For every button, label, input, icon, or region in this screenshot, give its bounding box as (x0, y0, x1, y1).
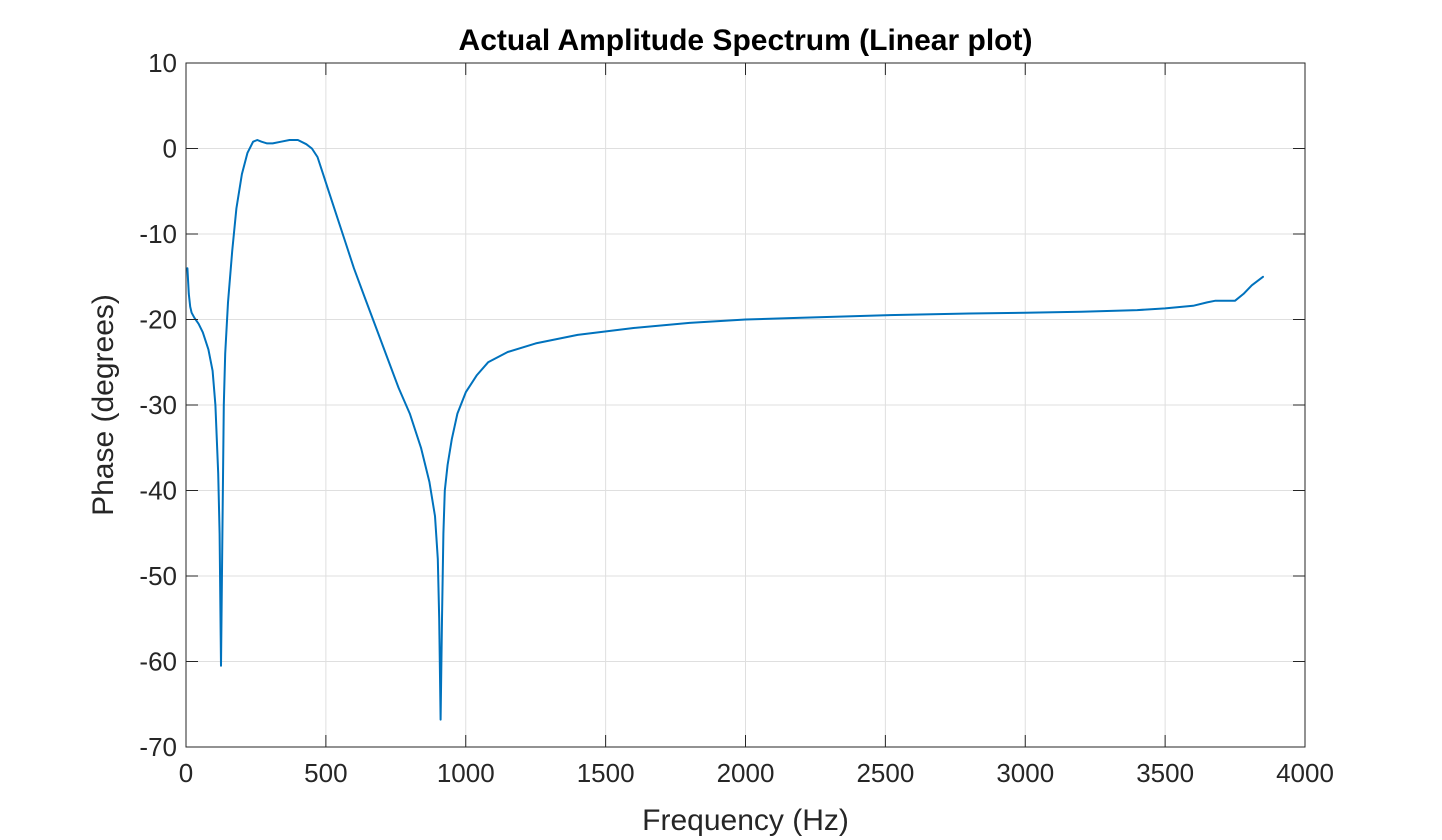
ticks (185, 62, 1306, 748)
y-tick-label: -60 (139, 647, 177, 677)
y-tick-label: -30 (139, 390, 177, 420)
y-tick-label: -70 (139, 732, 177, 762)
x-tick-label: 0 (179, 758, 193, 788)
x-tick-label: 500 (304, 758, 347, 788)
y-tick-label: -20 (139, 305, 177, 335)
series-group (186, 139, 1264, 721)
x-tick-label: 2500 (856, 758, 914, 788)
y-tick-label: -50 (139, 561, 177, 591)
y-axis-label: Phase (degrees) (87, 294, 120, 516)
x-tick-label: 2000 (717, 758, 775, 788)
tick-labels: 0 500 1000 1500 2000 2500 3000 3500 4000 10 0 -10 -2… (139, 48, 1334, 788)
y-tick-label: -40 (139, 476, 177, 506)
series-line-phase (186, 139, 1264, 721)
x-tick-label: 1500 (577, 758, 635, 788)
x-tick-label: 3000 (996, 758, 1054, 788)
x-tick-label: 4000 (1276, 758, 1334, 788)
y-tick-label: -10 (139, 219, 177, 249)
x-axis-label: Frequency (Hz) (642, 804, 849, 837)
y-tick-label: 10 (148, 48, 177, 78)
chart-title: Actual Amplitude Spectrum (Linear plot) (459, 24, 1033, 57)
y-tick-label: 0 (163, 134, 177, 164)
x-tick-label: 1000 (437, 758, 495, 788)
x-tick-label: 3500 (1136, 758, 1194, 788)
